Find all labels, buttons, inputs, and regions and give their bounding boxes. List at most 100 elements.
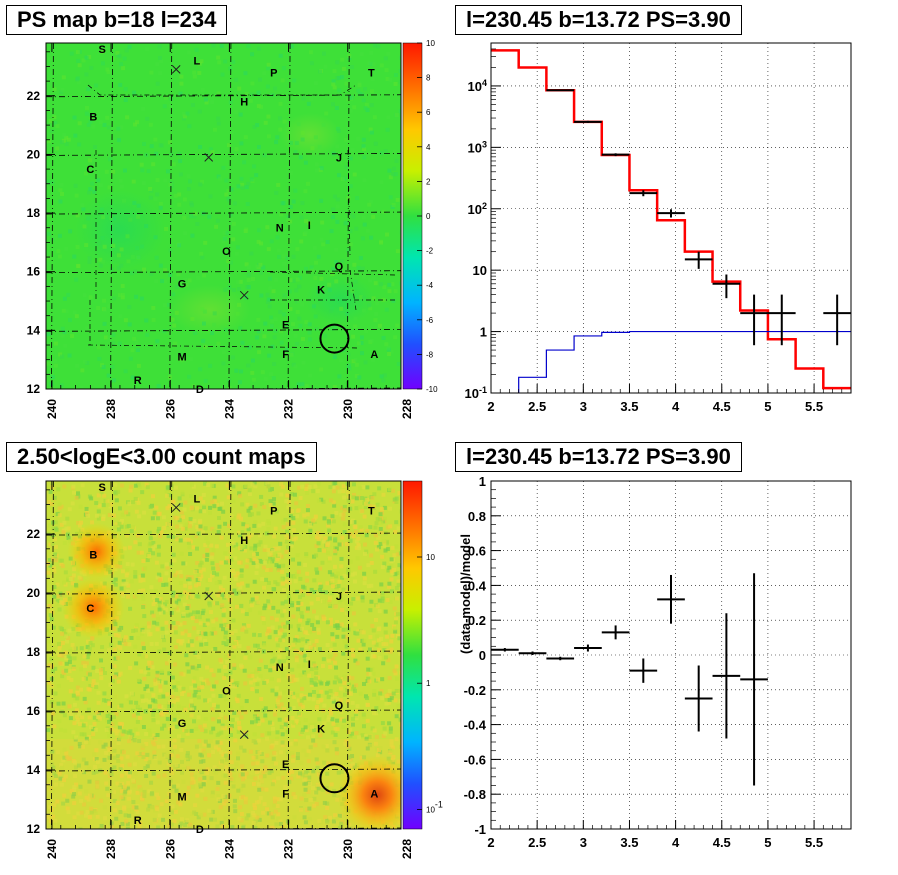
noise-pixel	[57, 233, 62, 238]
noise-pixel	[282, 588, 287, 593]
noise-pixel	[198, 496, 203, 501]
noise-pixel	[377, 486, 382, 491]
noise-pixel	[339, 622, 344, 627]
noise-pixel	[388, 524, 393, 529]
colorbar-tick-label: -4	[426, 281, 434, 290]
noise-pixel	[189, 575, 194, 580]
noise-pixel	[123, 369, 128, 374]
noise-pixel	[394, 737, 399, 742]
ps-map-selection-circle	[319, 323, 350, 354]
noise-pixel	[174, 594, 179, 599]
noise-pixel	[161, 582, 166, 587]
noise-pixel	[278, 101, 283, 106]
noise-pixel	[377, 648, 382, 653]
noise-pixel	[134, 623, 139, 628]
noise-pixel	[189, 482, 194, 487]
noise-pixel	[316, 541, 321, 546]
noise-pixel	[196, 529, 201, 534]
noise-pixel	[285, 529, 290, 534]
noise-pixel	[81, 207, 86, 212]
noise-pixel	[354, 506, 359, 511]
noise-pixel	[312, 796, 317, 801]
noise-pixel	[58, 199, 63, 204]
noise-pixel	[342, 573, 347, 578]
noise-pixel	[352, 579, 357, 584]
noise-pixel	[254, 770, 259, 775]
noise-pixel	[238, 663, 243, 668]
noise-pixel	[287, 751, 292, 756]
noise-pixel	[371, 62, 376, 67]
noise-pixel	[265, 568, 270, 573]
noise-pixel	[201, 759, 206, 764]
noise-pixel	[135, 246, 140, 251]
noise-pixel	[196, 695, 201, 700]
noise-pixel	[139, 669, 144, 674]
noise-pixel	[304, 645, 309, 650]
noise-pixel	[108, 216, 113, 221]
noise-pixel	[141, 744, 146, 749]
noise-pixel	[393, 73, 398, 78]
noise-pixel	[187, 545, 192, 550]
noise-pixel	[105, 115, 110, 120]
noise-pixel	[272, 765, 277, 770]
noise-pixel	[164, 226, 169, 231]
noise-pixel	[158, 684, 163, 689]
noise-pixel	[129, 271, 134, 276]
noise-pixel	[155, 621, 160, 626]
noise-pixel	[280, 581, 285, 586]
noise-pixel	[87, 735, 92, 740]
noise-pixel	[228, 100, 233, 105]
noise-pixel	[99, 823, 104, 828]
noise-pixel	[248, 680, 253, 685]
noise-pixel	[161, 680, 166, 685]
noise-pixel	[253, 740, 258, 745]
noise-pixel	[341, 516, 346, 521]
noise-pixel	[175, 524, 180, 529]
noise-pixel	[148, 504, 153, 509]
noise-pixel	[147, 660, 152, 665]
noise-pixel	[169, 490, 174, 495]
noise-pixel	[248, 749, 253, 754]
noise-pixel	[284, 762, 289, 767]
source-label: I	[308, 220, 311, 232]
noise-pixel	[219, 501, 224, 506]
noise-pixel	[175, 783, 180, 788]
noise-pixel	[209, 543, 214, 548]
noise-pixel	[186, 540, 191, 545]
noise-pixel	[350, 148, 355, 153]
noise-pixel	[228, 212, 233, 217]
noise-pixel	[80, 715, 85, 720]
noise-pixel	[330, 637, 335, 642]
noise-pixel	[338, 686, 343, 691]
noise-pixel	[136, 500, 141, 505]
noise-pixel	[252, 732, 257, 737]
noise-pixel	[284, 539, 289, 544]
noise-pixel	[84, 55, 89, 60]
noise-pixel	[183, 526, 188, 531]
noise-pixel	[346, 744, 351, 749]
noise-pixel	[354, 362, 359, 367]
noise-pixel	[357, 546, 362, 551]
noise-pixel	[249, 92, 254, 97]
noise-pixel	[285, 620, 290, 625]
noise-pixel	[362, 155, 367, 160]
noise-pixel	[296, 122, 301, 127]
noise-pixel	[208, 739, 213, 744]
grid-line-b	[46, 650, 401, 654]
noise-pixel	[87, 793, 92, 798]
noise-pixel	[256, 542, 261, 547]
noise-pixel	[292, 575, 297, 580]
noise-pixel	[172, 819, 177, 824]
noise-pixel	[379, 282, 384, 287]
noise-pixel	[322, 800, 327, 805]
noise-pixel	[201, 630, 206, 635]
noise-pixel	[283, 784, 288, 789]
noise-pixel	[356, 542, 361, 547]
noise-pixel	[325, 748, 330, 753]
noise-pixel	[389, 748, 394, 753]
noise-pixel	[142, 625, 147, 630]
noise-pixel	[117, 506, 122, 511]
noise-pixel	[98, 671, 103, 676]
noise-pixel	[249, 546, 254, 551]
